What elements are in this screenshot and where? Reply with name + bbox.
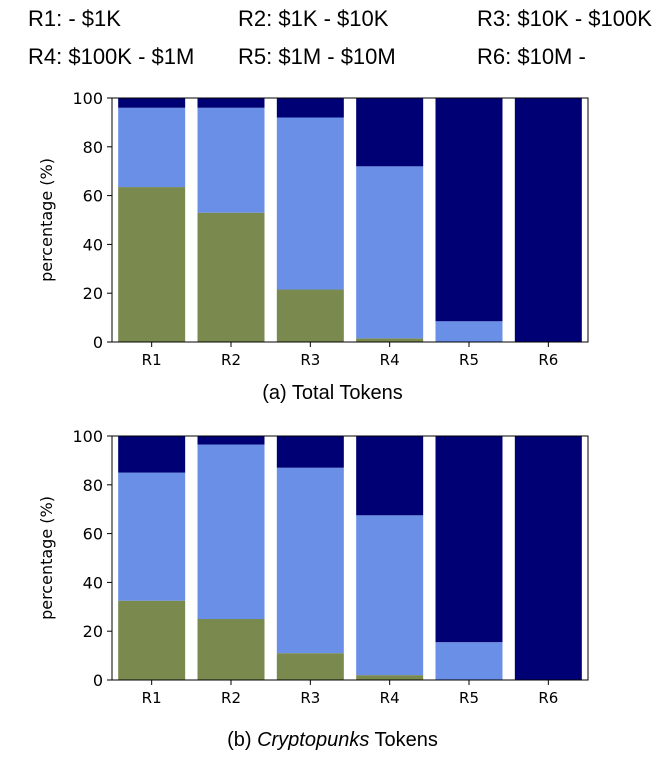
bar-r6-series3: [514, 436, 582, 680]
bar-r2-series3: [197, 98, 265, 108]
y-tick-label-60: 60: [83, 525, 103, 544]
legend-r3: R3: $10K - $100K: [477, 6, 652, 31]
legend-r1: R1: - $1K: [28, 6, 121, 31]
bar-r1-series2: [118, 472, 186, 601]
y-tick-label-20: 20: [83, 622, 103, 641]
y-tick-label-100: 100: [72, 89, 103, 108]
y-axis-label: percentage (%): [37, 496, 56, 620]
x-tick-label-r2: R2: [221, 351, 241, 369]
bar-r3-series1: [276, 653, 344, 680]
caption-prefix: (a): [262, 382, 292, 404]
bar-r2-series2: [197, 444, 265, 619]
plot-frame: [111, 97, 589, 343]
bar-r6-series3: [514, 98, 582, 342]
caption-prefix: (b): [227, 729, 258, 751]
bar-r3-series3: [276, 436, 344, 468]
y-tick-label-0: 0: [93, 333, 103, 352]
bar-r3-series3: [276, 98, 344, 118]
legend-r2: R2: $1K - $10K: [238, 6, 389, 31]
bar-r3-series2: [276, 117, 344, 290]
total-tokens-caption: (a) Total Tokens: [0, 382, 665, 405]
x-tick-label-r3: R3: [300, 689, 320, 707]
bar-r5-series2: [435, 642, 503, 680]
x-tick-label-r1: R1: [142, 689, 162, 707]
x-tick-label-r5: R5: [459, 351, 479, 369]
cryptopunks-tokens-caption: (b) Cryptopunks Tokens: [0, 729, 665, 752]
bar-r1-series2: [118, 107, 186, 188]
bar-r2-series2: [197, 107, 265, 213]
y-tick-label-100: 100: [72, 427, 103, 446]
y-tick-label-0: 0: [93, 671, 103, 690]
caption-suffix: Tokens: [369, 729, 438, 751]
total-tokens-chart: R1 R2 R3 R4 R5 R6 0 20 40 60 80 100 percentage (%): [37, 89, 589, 369]
x-tick-label-r6: R6: [538, 689, 558, 707]
legend-r6: R6: $10M -: [477, 44, 586, 69]
caption-emph: Cryptopunks: [257, 729, 370, 751]
y-axis-label: percentage (%): [37, 158, 56, 282]
bar-r5-series3: [435, 436, 503, 643]
x-tick-label-r5: R5: [459, 689, 479, 707]
x-tick-label-r4: R4: [380, 351, 400, 369]
bar-r4-series1: [356, 675, 424, 680]
y-tick-label-20: 20: [83, 284, 103, 303]
y-tick-label-80: 80: [83, 138, 103, 157]
y-tick-label-80: 80: [83, 476, 103, 495]
x-tick-label-r6: R6: [538, 351, 558, 369]
x-tick-label-r1: R1: [142, 351, 162, 369]
cryptopunks-tokens-chart: R1 R2 R3 R4 R5 R6 0 20 40 60 80 100 percentage (%): [37, 427, 589, 707]
bar-r3-series2: [276, 467, 344, 654]
y-tick-label-40: 40: [83, 573, 103, 592]
x-tick-label-r2: R2: [221, 689, 241, 707]
y-tick-label-60: 60: [83, 187, 103, 206]
bar-r4-series2: [356, 166, 424, 339]
bar-r4-series3: [356, 98, 424, 167]
legend-r4: R4: $100K - $1M: [28, 44, 195, 69]
legend-r5: R5: $1M - $10M: [238, 44, 396, 69]
plot-frame: [111, 435, 589, 681]
y-tick-label-40: 40: [83, 235, 103, 254]
bar-r5-series2: [435, 321, 503, 342]
caption-suffix: Total Tokens: [291, 382, 403, 404]
bar-r5-series3: [435, 98, 503, 322]
bar-r1-series1: [118, 600, 186, 680]
bar-r1-series1: [118, 187, 186, 342]
bar-r4-series1: [356, 338, 424, 342]
bar-r4-series2: [356, 515, 424, 676]
bar-r1-series3: [118, 436, 186, 473]
bar-r2-series1: [197, 212, 265, 342]
bar-r4-series3: [356, 436, 424, 516]
bar-r3-series1: [276, 289, 344, 342]
x-tick-label-r4: R4: [380, 689, 400, 707]
bar-r2-series1: [197, 619, 265, 680]
x-tick-label-r3: R3: [300, 351, 320, 369]
bar-r1-series3: [118, 98, 186, 108]
bar-r2-series3: [197, 436, 265, 445]
